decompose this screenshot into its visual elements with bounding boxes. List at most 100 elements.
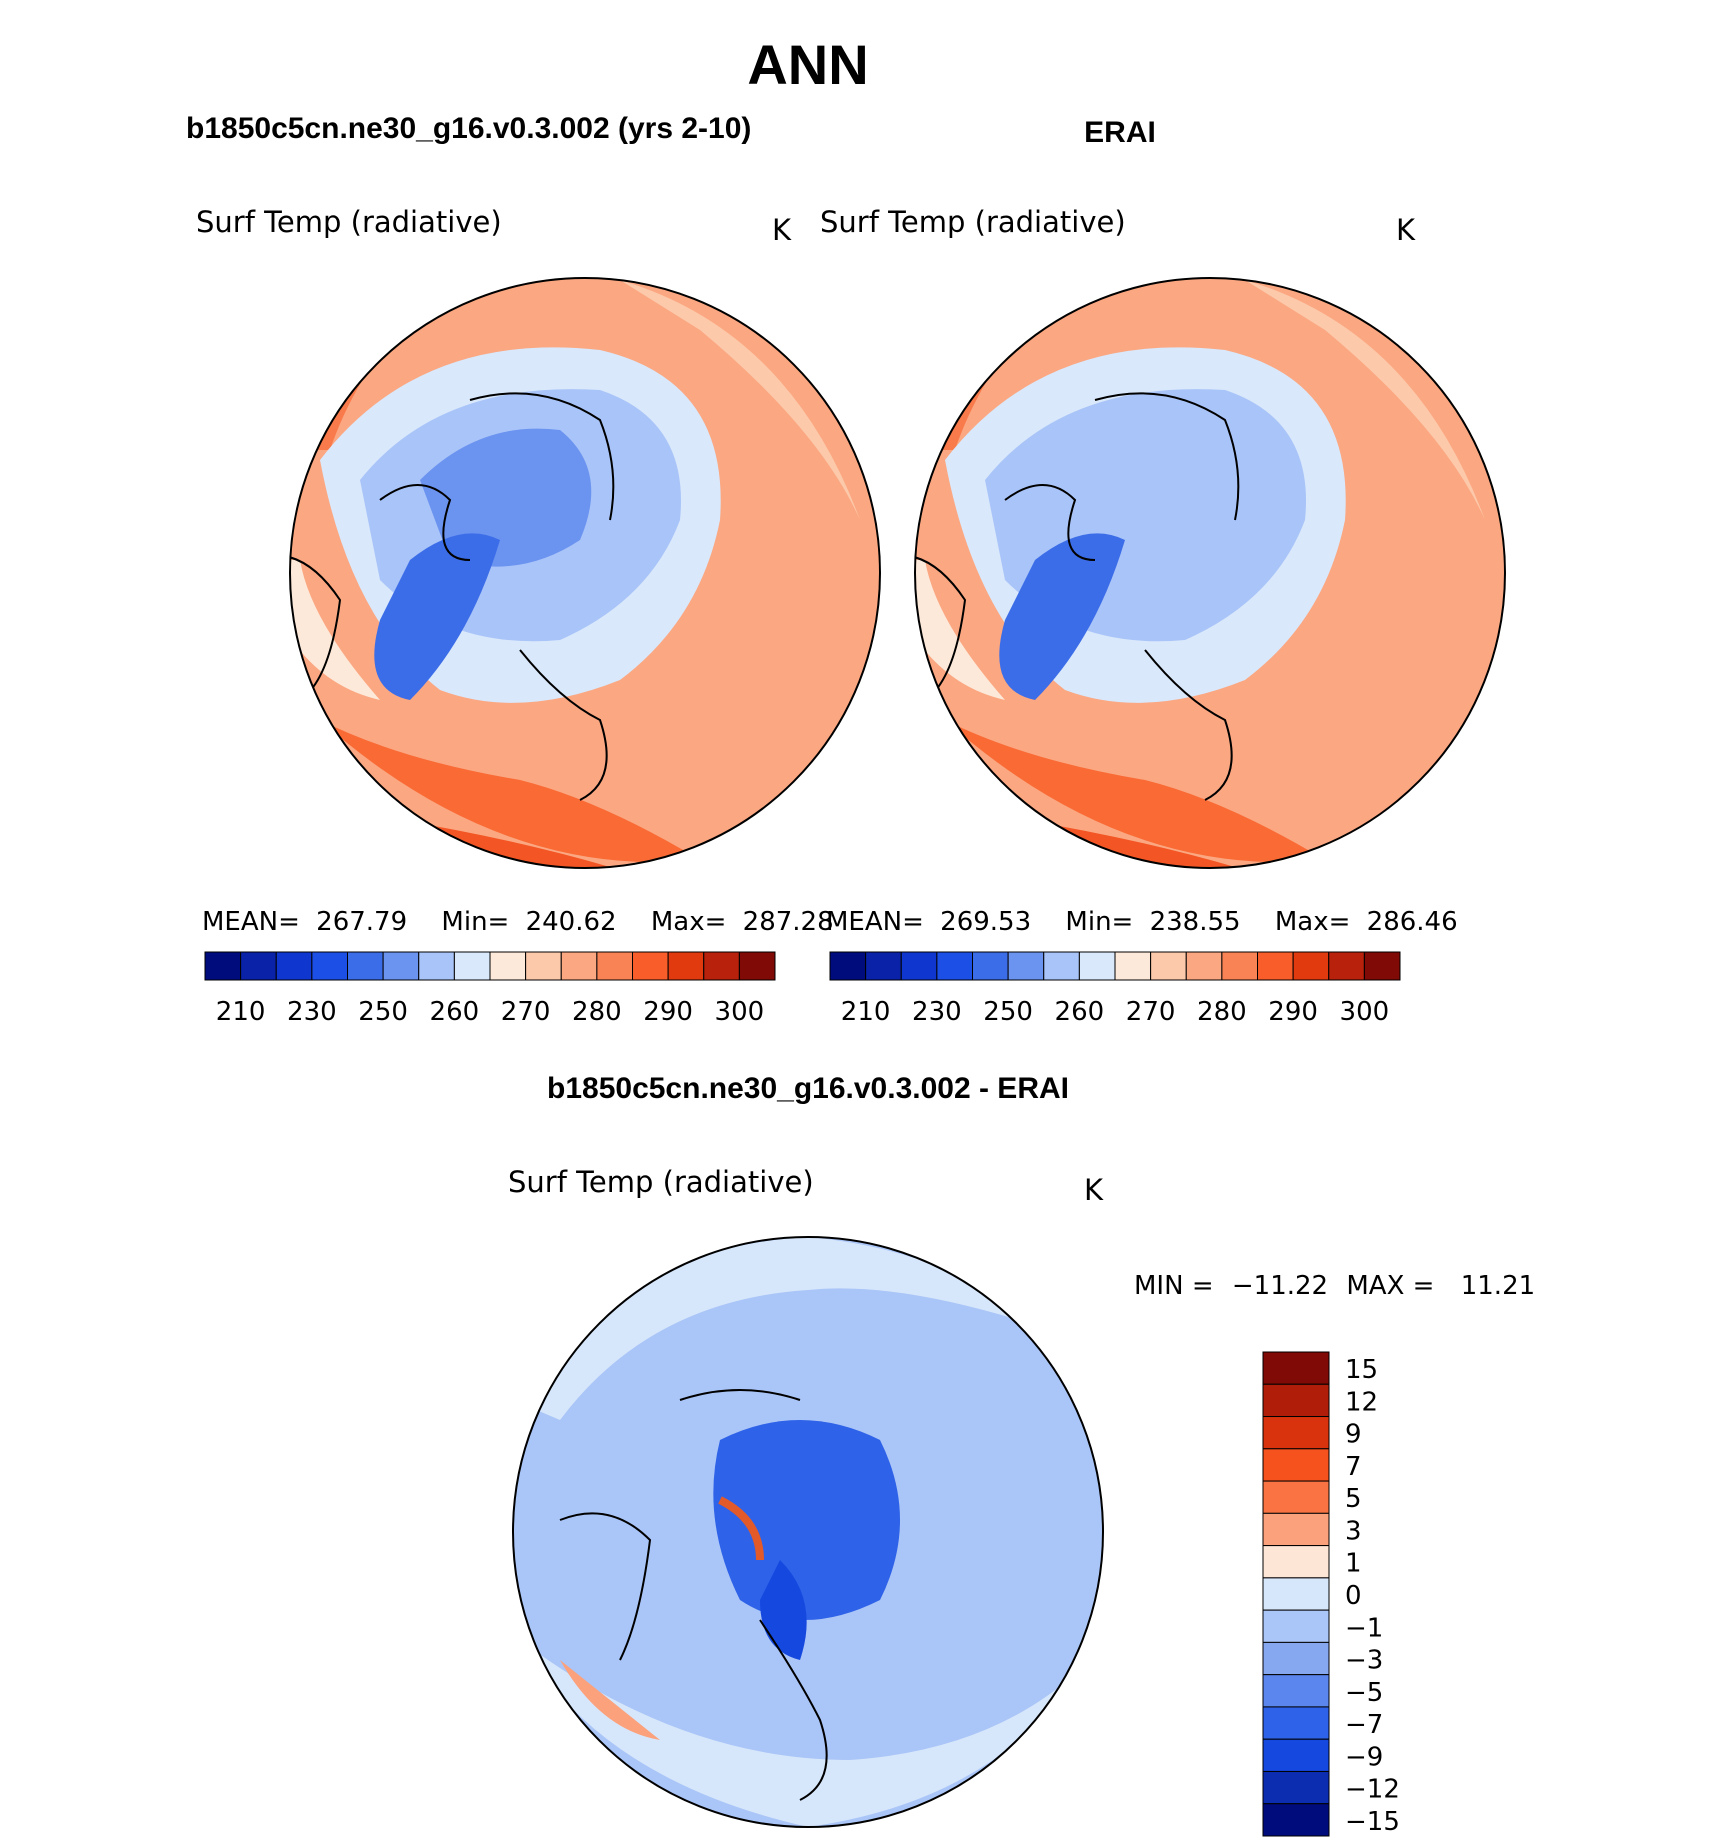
obs-min-value: 238.55 [1150, 907, 1241, 937]
model-colorbar-tick-label: 290 [643, 997, 693, 1027]
diff-colorbar-tick-label: −12 [1345, 1775, 1400, 1805]
diff-colorbar-swatch [1262, 1383, 1330, 1418]
diff-min-value: −11.22 [1232, 1271, 1328, 1301]
obs-colorbar-swatch [1150, 951, 1187, 981]
diff-colorbar-swatch [1262, 1738, 1330, 1772]
diff-colorbar-tick-label: 15 [1345, 1355, 1378, 1385]
model-variable-label: Surf Temp (radiative) [196, 205, 502, 239]
obs-map-outline [914, 277, 1506, 869]
diff-colorbar-swatch [1262, 1512, 1330, 1547]
model-polar-map [290, 278, 880, 868]
diff-colorbar-tick-label: 1 [1345, 1549, 1362, 1579]
model-colorbar-ticks: 210 230 250 260 270 280 290 300 [216, 997, 764, 1027]
obs-colorbar-swatch [1363, 951, 1401, 981]
diff-colorbar-swatch [1262, 1803, 1330, 1837]
obs-colorbar-swatch [1114, 951, 1152, 981]
obs-colorbar-swatch [829, 951, 867, 981]
diff-colorbar-swatch [1262, 1674, 1330, 1708]
diff-colorbar-tick-label: −5 [1345, 1678, 1383, 1708]
obs-colorbar-tick-label: 250 [983, 997, 1033, 1027]
model-min-label: Min= [441, 907, 509, 937]
obs-colorbar-swatch [865, 951, 902, 981]
obs-colorbar-swatch [1185, 951, 1223, 981]
obs-colorbar-swatch [1328, 951, 1365, 981]
obs-colorbar-swatch [1292, 951, 1330, 981]
obs-colorbar-tick-label: 260 [1055, 997, 1105, 1027]
obs-polar-map [915, 278, 1505, 868]
diff-colorbar-tick-label: 3 [1345, 1516, 1362, 1546]
obs-stats: MEAN= 269.53 Min= 238.55 Max= 286.46 [826, 907, 1458, 937]
obs-colorbar-swatch [972, 951, 1009, 981]
diff-polar-map [513, 1237, 1103, 1827]
diff-colorbar [1262, 1351, 1330, 1837]
model-colorbar-tick-label: 270 [501, 997, 551, 1027]
diff-colorbar-tick-label: 9 [1345, 1420, 1362, 1450]
obs-panel-title: ERAI [1084, 116, 1156, 149]
diff-colorbar-tick-label: −3 [1345, 1646, 1383, 1676]
obs-colorbar-ticks: 210 230 250 260 270 280 290 300 [841, 997, 1389, 1027]
obs-mean-value: 269.53 [940, 907, 1031, 937]
model-colorbar-tick-label: 230 [287, 997, 337, 1027]
diff-colorbar-tick-label: −15 [1345, 1807, 1400, 1837]
obs-colorbar-swatch [1078, 951, 1116, 981]
model-stats: MEAN= 267.79 Min= 240.62 Max= 287.28 [202, 907, 834, 937]
obs-variable-label: Surf Temp (radiative) [820, 205, 1126, 239]
obs-colorbar-swatch [936, 951, 973, 981]
obs-colorbar-tick-label: 290 [1268, 997, 1318, 1027]
obs-colorbar-tick-label: 230 [912, 997, 962, 1027]
model-colorbar-swatch [453, 951, 491, 981]
model-colorbar-swatch [703, 951, 740, 981]
obs-colorbar-tick-label: 270 [1126, 997, 1176, 1027]
diff-max-value: 11.21 [1461, 1271, 1535, 1301]
model-colorbar-tick-label: 260 [430, 997, 480, 1027]
model-colorbar-swatch [525, 951, 562, 981]
diff-max-label: MAX = [1346, 1271, 1434, 1301]
diff-panel-title: b1850c5cn.ne30_g16.v0.3.002 - ERAI [547, 1072, 1069, 1105]
diff-colorbar-swatch [1262, 1641, 1330, 1676]
diff-colorbar-swatch [1262, 1577, 1330, 1611]
model-colorbar-swatch [418, 951, 455, 981]
diff-colorbar-swatch [1262, 1351, 1330, 1385]
diff-units-label: K [1084, 1173, 1104, 1207]
model-colorbar-tick-label: 300 [715, 997, 765, 1027]
model-map-outline [289, 277, 881, 869]
diff-colorbar-swatch [1262, 1480, 1330, 1514]
model-colorbar-tick-label: 280 [572, 997, 622, 1027]
model-mean-value: 267.79 [316, 907, 407, 937]
obs-colorbar-swatch [1043, 951, 1080, 981]
model-colorbar-swatch [738, 951, 776, 981]
model-colorbar-swatch [347, 951, 384, 981]
model-colorbar-swatch [311, 951, 348, 981]
diff-colorbar-tick-label: 0 [1345, 1581, 1362, 1611]
model-panel-title: b1850c5cn.ne30_g16.v0.3.002 (yrs 2-10) [186, 112, 751, 145]
model-min-value: 240.62 [526, 907, 617, 937]
diff-colorbar-swatch [1262, 1545, 1330, 1579]
obs-colorbar-swatch [900, 951, 938, 981]
obs-colorbar-tick-label: 280 [1197, 997, 1247, 1027]
diff-colorbar-swatch [1262, 1609, 1330, 1643]
diff-colorbar-swatch [1262, 1770, 1330, 1805]
diff-colorbar-swatch [1262, 1416, 1330, 1450]
obs-colorbar-swatch [1007, 951, 1045, 981]
obs-colorbar-swatch [1257, 951, 1294, 981]
diff-colorbar-tick-label: −1 [1345, 1613, 1383, 1643]
model-colorbar-tick-label: 210 [216, 997, 266, 1027]
obs-max-value: 286.46 [1367, 907, 1458, 937]
season-title: ANN [747, 33, 868, 96]
diff-variable-label: Surf Temp (radiative) [508, 1165, 814, 1199]
diff-colorbar-tick-label: 5 [1345, 1484, 1362, 1514]
diff-colorbar-swatch [1262, 1706, 1330, 1740]
model-max-value: 287.28 [743, 907, 834, 937]
obs-colorbar [829, 951, 1401, 981]
model-colorbar-swatch [632, 951, 669, 981]
model-colorbar-swatch [382, 951, 420, 981]
diff-min-label: MIN = [1134, 1271, 1214, 1301]
diff-map-outline [512, 1236, 1104, 1828]
obs-min-label: Min= [1065, 907, 1133, 937]
diff-colorbar-swatch [1262, 1448, 1330, 1482]
diff-colorbar-tick-label: 7 [1345, 1452, 1362, 1482]
model-colorbar-swatch [204, 951, 242, 981]
obs-colorbar-swatch [1221, 951, 1258, 981]
